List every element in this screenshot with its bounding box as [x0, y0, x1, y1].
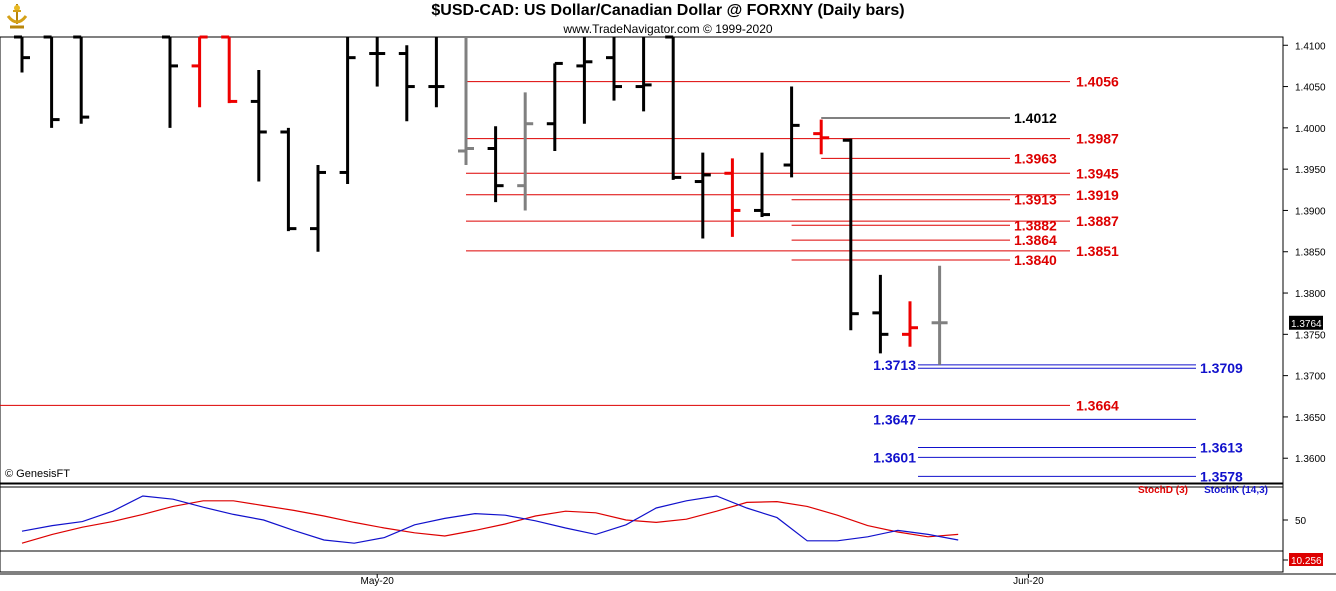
level-label: 1.3613: [1200, 439, 1243, 455]
y-tick-label: 1.3700: [1295, 372, 1326, 383]
level-label: 1.3578: [1200, 468, 1243, 484]
stoch-line: [21, 500, 959, 544]
level-label: 1.4056: [1076, 74, 1119, 90]
level-label: 1.3887: [1076, 213, 1119, 229]
level-label: 1.3945: [1076, 165, 1119, 181]
level-label: 1.3840: [1014, 252, 1057, 268]
stoch-value-label: 10.256: [1291, 556, 1322, 567]
level-label: 1.3913: [1014, 192, 1057, 208]
level-label: 1.3987: [1076, 131, 1119, 147]
level-label: 1.3851: [1076, 243, 1119, 259]
level-label: 1.3963: [1014, 150, 1057, 166]
legend-stochk: StochK (14,3): [1204, 485, 1268, 496]
level-label: 1.3647: [873, 411, 916, 427]
level-label: 1.3601: [873, 449, 916, 465]
level-label: 1.3882: [1014, 217, 1057, 233]
last-price-badge: [1289, 315, 1323, 330]
y-tick-label: 1.3800: [1295, 289, 1326, 300]
level-label: 1.4012: [1014, 110, 1057, 126]
level-label: 1.3713: [873, 357, 916, 373]
level-label: 1.3919: [1076, 187, 1119, 203]
chart-subtitle: www.TradeNavigator.com © 1999-2020: [563, 22, 773, 36]
stoch-line: [21, 495, 959, 544]
y-tick-label: 1.3850: [1295, 248, 1326, 259]
stoch-value-badge: [1289, 553, 1323, 566]
price-panel-frame: [0, 36, 1284, 484]
chart-title: $USD-CAD: US Dollar/Canadian Dollar @ FO…: [431, 2, 905, 19]
y-tick-label: 1.4050: [1295, 83, 1326, 94]
stoch-tick-label: 50: [1295, 516, 1307, 527]
y-tick-label: 1.4100: [1295, 41, 1326, 52]
y-tick-label: 1.3650: [1295, 413, 1326, 424]
y-tick-label: 1.3750: [1295, 330, 1326, 341]
stoch-panel-frame: [0, 483, 1284, 573]
y-tick-label: 1.3600: [1295, 454, 1326, 465]
y-tick-label: 1.3950: [1295, 165, 1326, 176]
level-label: 1.3709: [1200, 360, 1243, 376]
y-tick-label: 1.3900: [1295, 206, 1326, 217]
level-label: 1.3664: [1076, 397, 1119, 413]
x-tick-label: May-20: [361, 576, 395, 587]
x-tick-label: Jun-20: [1013, 576, 1044, 587]
level-label: 1.3864: [1014, 232, 1057, 248]
y-tick-label: 1.4000: [1295, 124, 1326, 135]
trade-navigator-logo-icon[interactable]: [4, 2, 30, 32]
copyright-label: © GenesisFT: [5, 468, 70, 480]
last-price-label: 1.3764: [1291, 319, 1322, 330]
legend-stochd: StochD (3): [1138, 485, 1188, 496]
